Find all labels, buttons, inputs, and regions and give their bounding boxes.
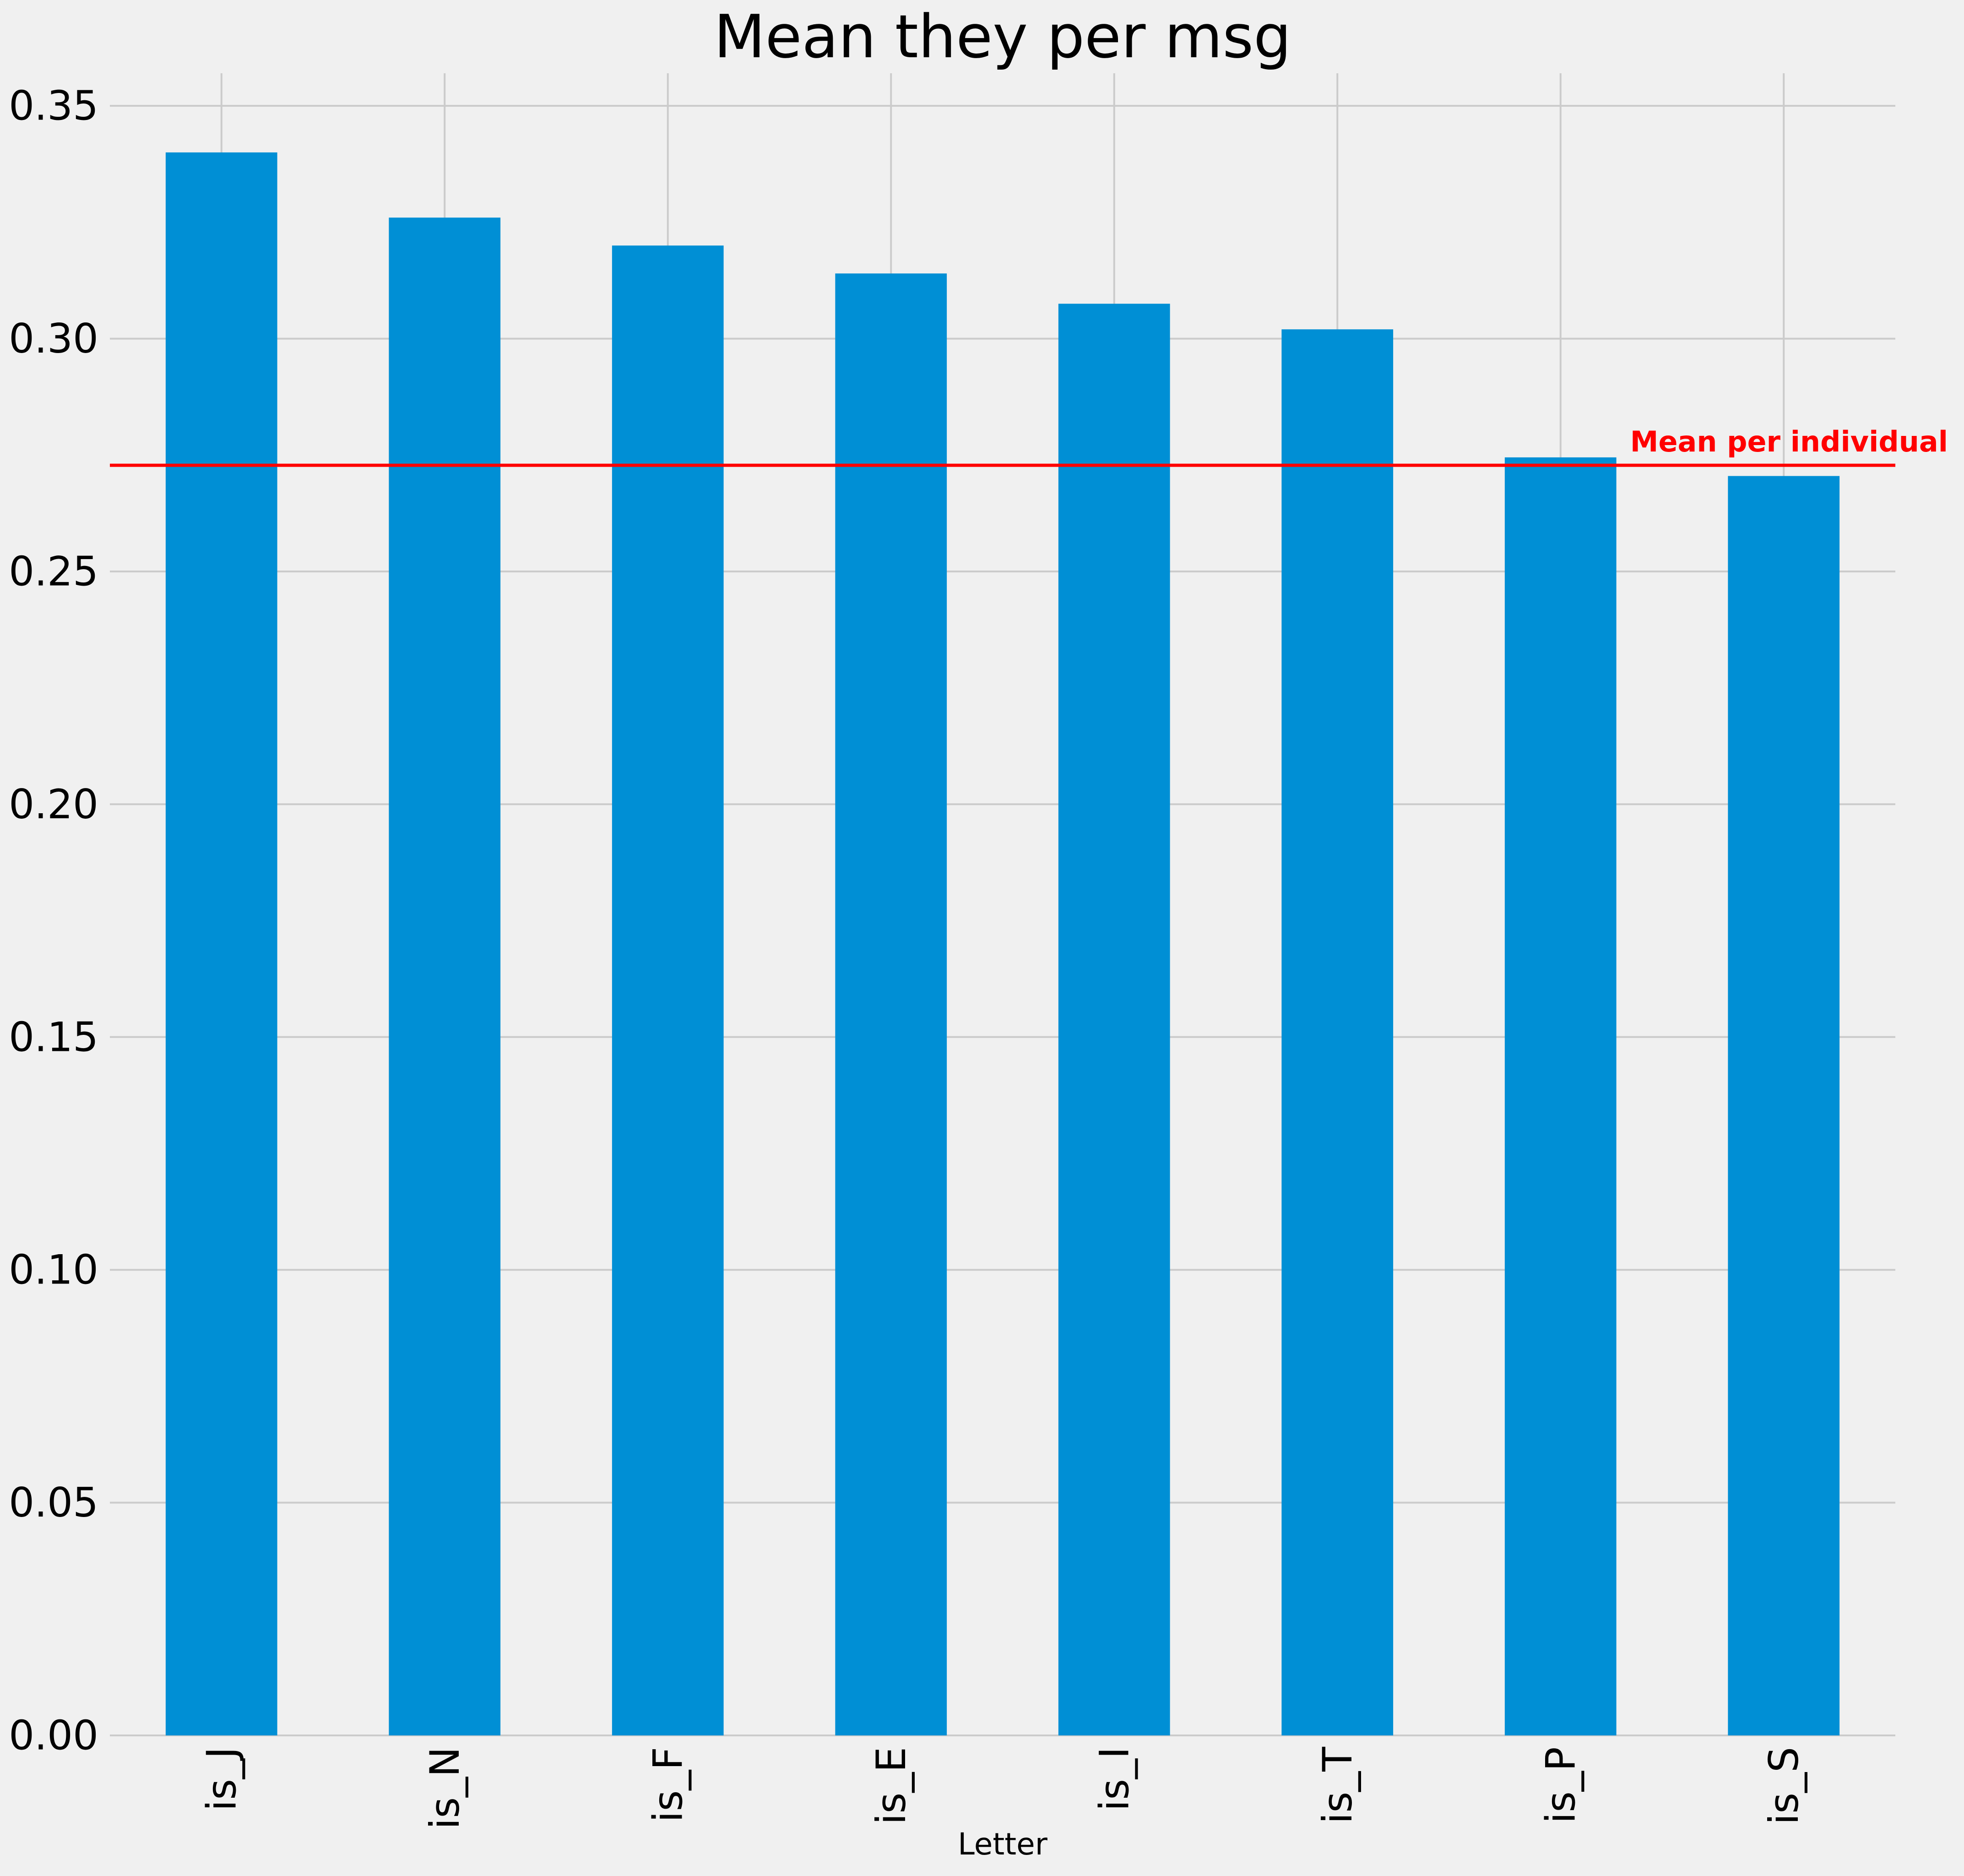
- x-tick-label: is_P: [1537, 1747, 1584, 1823]
- x-axis-ticks: is_J is_N is_F is_E is_I is_T is_P is_S: [198, 1746, 1807, 1829]
- bar-is_I: [1058, 304, 1170, 1735]
- x-tick-label: is_J: [198, 1747, 245, 1811]
- y-tick-label: 0.30: [9, 315, 98, 362]
- reference-line-group: Mean per individual: [110, 425, 1948, 467]
- x-tick-label: is_F: [644, 1747, 691, 1822]
- bar-is_F: [612, 245, 724, 1735]
- x-tick-label: is_N: [421, 1747, 468, 1829]
- bar-is_S: [1728, 476, 1840, 1735]
- y-tick-label: 0.05: [9, 1479, 98, 1526]
- y-tick-label: 0.20: [9, 781, 98, 828]
- chart-title: Mean they per msg: [714, 2, 1291, 71]
- y-tick-label: 0.15: [9, 1013, 98, 1060]
- y-tick-label: 0.10: [9, 1246, 98, 1294]
- y-axis-ticks: 0.00 0.05 0.10 0.15 0.20 0.25 0.30 0.35: [9, 82, 98, 1759]
- x-tick-label: is_T: [1314, 1746, 1361, 1824]
- grid-lines: [110, 73, 1895, 1736]
- y-tick-label: 0.00: [9, 1712, 98, 1759]
- bar-is_T: [1281, 329, 1394, 1736]
- x-tick-label: is_S: [1760, 1747, 1807, 1825]
- bar-is_P: [1504, 457, 1617, 1736]
- y-tick-label: 0.35: [9, 82, 98, 130]
- x-axis-label: Letter: [958, 1827, 1048, 1862]
- x-tick-label: is_I: [1091, 1747, 1138, 1811]
- bar-is_E: [835, 273, 947, 1736]
- mean-reference-label: Mean per individual: [1630, 425, 1948, 458]
- y-tick-label: 0.25: [9, 548, 98, 595]
- bar-is_N: [389, 218, 501, 1736]
- x-tick-label: is_E: [868, 1747, 915, 1825]
- bar-is_J: [165, 152, 277, 1735]
- bars: [165, 152, 1840, 1736]
